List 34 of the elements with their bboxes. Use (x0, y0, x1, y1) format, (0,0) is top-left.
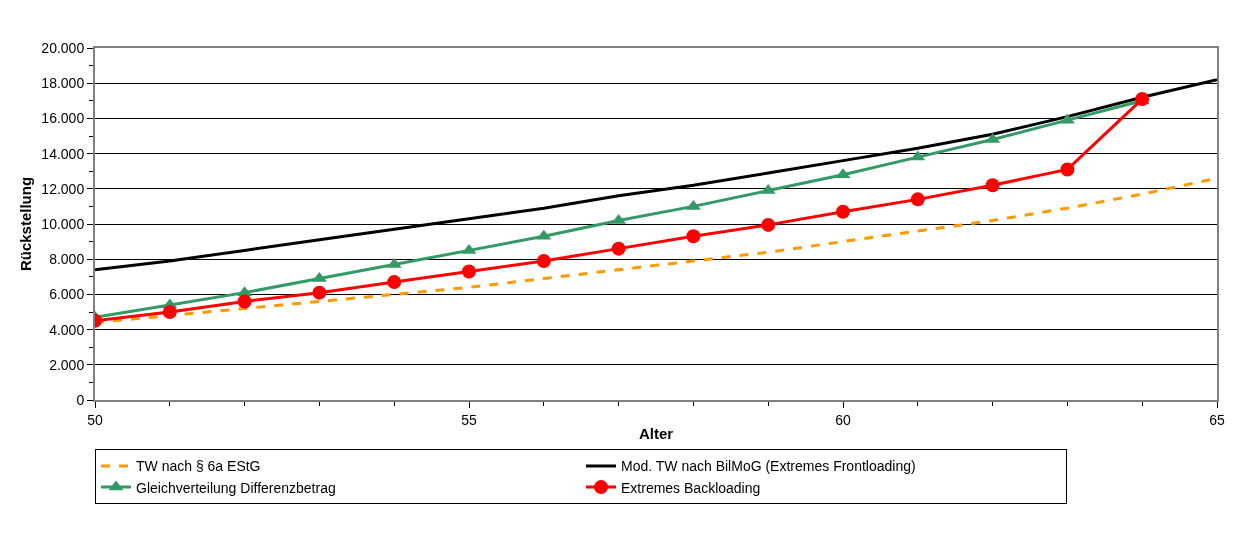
y-tick-label: 12.000 (41, 180, 85, 197)
x-tick-label: 60 (835, 411, 851, 428)
x-tick-label: 55 (461, 411, 477, 428)
y-tick-label: 14.000 (41, 145, 85, 162)
point (462, 264, 476, 279)
x-tick-label: 50 (87, 411, 103, 428)
legend-label: TW nach § 6a EStG (136, 458, 261, 475)
point (836, 204, 850, 219)
point (1060, 162, 1075, 177)
x-axis-title: Alter (638, 425, 674, 443)
point (985, 178, 1000, 193)
y-tick-label: 10.000 (41, 215, 85, 232)
y-tick-label: 0 (76, 391, 85, 408)
y-tick-label: 18.000 (41, 75, 85, 92)
y-tick-label: 6.000 (49, 286, 85, 303)
point (162, 305, 177, 319)
y-tick-label: 20.000 (41, 39, 85, 56)
point (387, 275, 402, 290)
point (611, 241, 626, 256)
y-tick-label: 16.000 (41, 110, 85, 127)
point (536, 253, 551, 268)
point (312, 285, 327, 300)
point (686, 229, 701, 244)
legend-label: Extremes Backloading (621, 479, 761, 496)
point (761, 217, 776, 232)
point (237, 294, 252, 309)
legend-label: Gleichverteilung Differenzbetrag (136, 479, 336, 496)
y-axis-title: Rückstellung (17, 176, 35, 272)
y-tick-label: 4.000 (49, 321, 85, 338)
x-tick-label: 65 (1209, 411, 1225, 428)
y-tick-label: 2.000 (49, 356, 85, 373)
point (910, 192, 925, 207)
y-tick-label: 8.000 (49, 251, 85, 268)
legend-label: Mod. TW nach BilMoG (Extremes Frontloading) (621, 458, 916, 475)
